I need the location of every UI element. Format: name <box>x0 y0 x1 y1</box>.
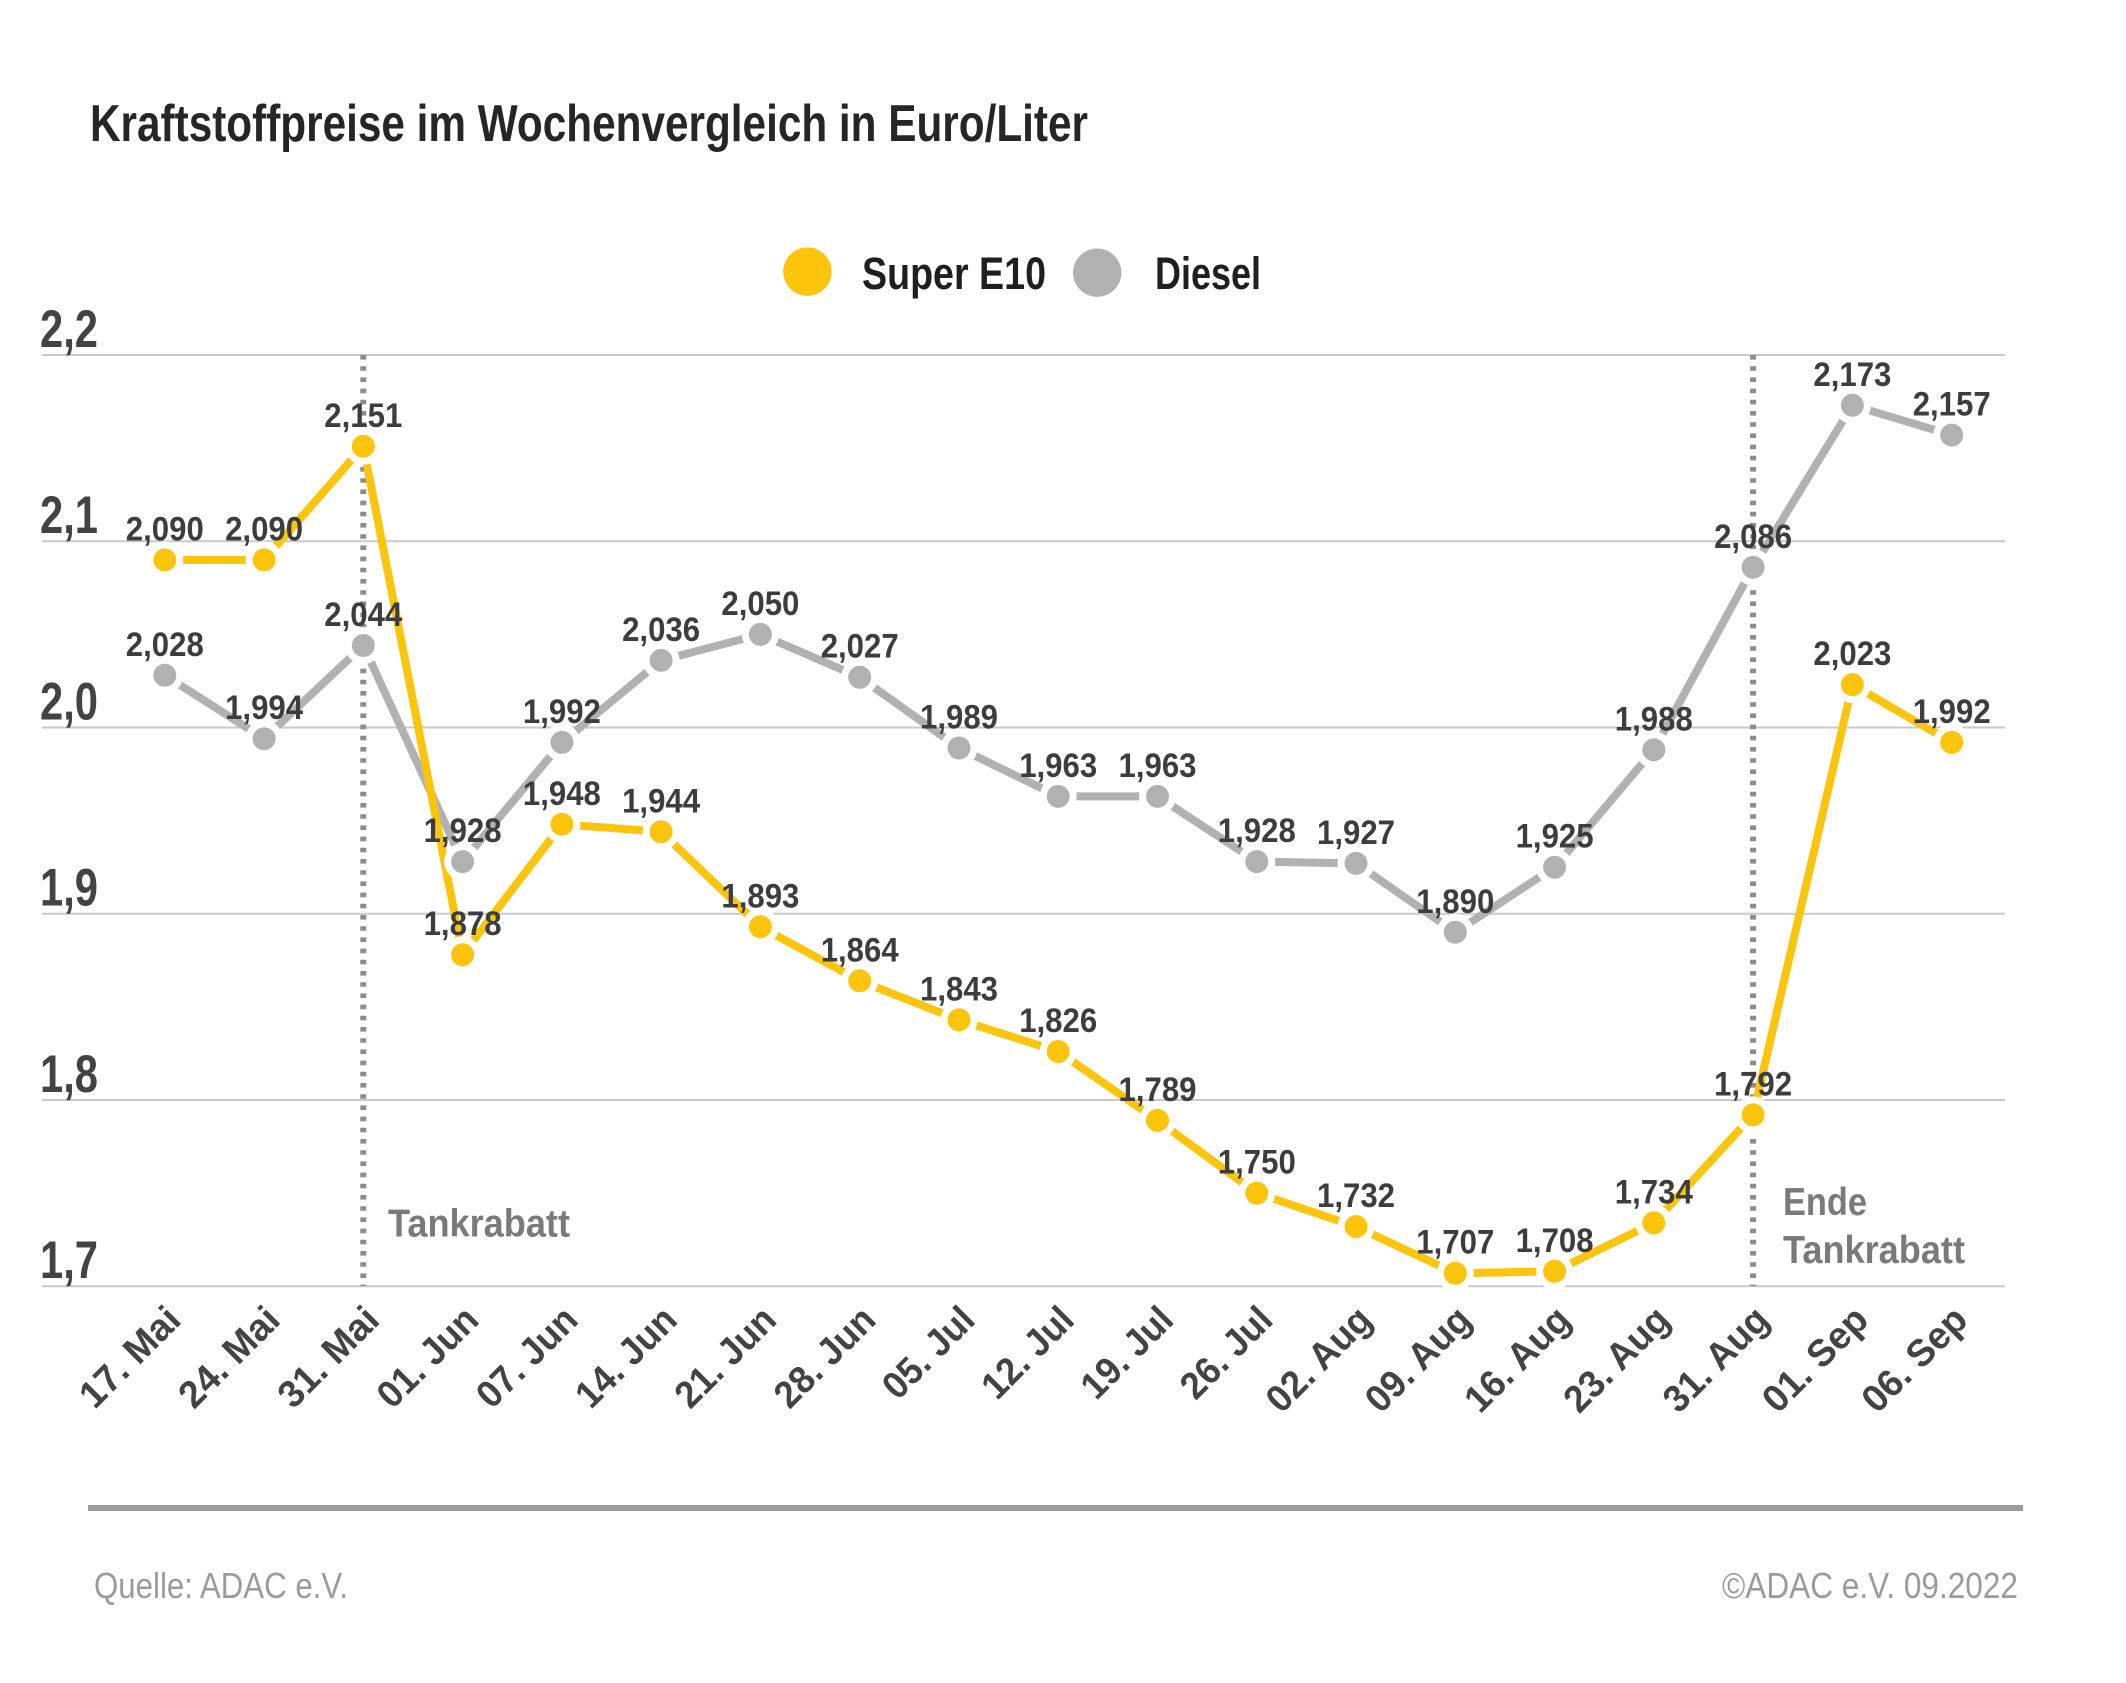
svg-text:1,732: 1,732 <box>1317 1177 1395 1215</box>
svg-text:Tankrabatt: Tankrabatt <box>1783 1229 1965 1272</box>
svg-text:1,963: 1,963 <box>1019 747 1097 785</box>
svg-text:1,9: 1,9 <box>40 859 98 918</box>
svg-text:2,157: 2,157 <box>1913 386 1991 424</box>
svg-text:Diesel: Diesel <box>1155 248 1261 299</box>
svg-text:1,7: 1,7 <box>40 1231 98 1290</box>
svg-text:Quelle: ADAC e.V.: Quelle: ADAC e.V. <box>94 1565 348 1606</box>
svg-text:2,086: 2,086 <box>1714 518 1792 556</box>
svg-text:Tankrabatt: Tankrabatt <box>388 1203 570 1246</box>
svg-text:1,963: 1,963 <box>1119 747 1197 785</box>
svg-text:2,151: 2,151 <box>324 397 402 435</box>
svg-text:1,989: 1,989 <box>920 699 998 737</box>
svg-text:Super E10: Super E10 <box>862 248 1046 299</box>
svg-text:2,090: 2,090 <box>225 510 303 548</box>
svg-text:2,044: 2,044 <box>324 596 402 634</box>
svg-text:2,023: 2,023 <box>1813 635 1891 673</box>
svg-text:1,928: 1,928 <box>424 812 502 850</box>
svg-text:1,707: 1,707 <box>1416 1224 1494 1262</box>
svg-text:2,0: 2,0 <box>40 673 98 732</box>
svg-text:Ende: Ende <box>1783 1181 1867 1224</box>
svg-text:1,890: 1,890 <box>1416 883 1494 921</box>
svg-text:1,944: 1,944 <box>622 782 700 820</box>
svg-text:1,8: 1,8 <box>40 1045 98 1104</box>
svg-text:1,843: 1,843 <box>920 970 998 1008</box>
svg-text:1,826: 1,826 <box>1019 1002 1097 1040</box>
svg-text:1,792: 1,792 <box>1714 1065 1792 1103</box>
svg-text:1,992: 1,992 <box>523 693 601 731</box>
svg-text:2,027: 2,027 <box>821 628 899 666</box>
svg-text:1,708: 1,708 <box>1516 1222 1594 1260</box>
svg-text:1,864: 1,864 <box>821 931 899 969</box>
svg-text:1,750: 1,750 <box>1218 1144 1296 1182</box>
svg-text:2,050: 2,050 <box>721 585 799 623</box>
svg-text:1,789: 1,789 <box>1119 1071 1197 1109</box>
svg-text:1,927: 1,927 <box>1317 814 1395 852</box>
svg-text:1,992: 1,992 <box>1913 693 1991 731</box>
svg-text:2,2: 2,2 <box>40 300 98 359</box>
svg-text:2,090: 2,090 <box>126 510 204 548</box>
svg-text:2,1: 2,1 <box>40 486 98 545</box>
svg-text:1,988: 1,988 <box>1615 700 1693 738</box>
svg-text:1,878: 1,878 <box>424 905 502 943</box>
svg-text:2,036: 2,036 <box>622 611 700 649</box>
svg-text:1,994: 1,994 <box>225 689 303 727</box>
svg-text:©ADAC e.V. 09.2022: ©ADAC e.V. 09.2022 <box>1722 1565 2018 1606</box>
svg-text:2,028: 2,028 <box>126 626 204 664</box>
svg-text:1,928: 1,928 <box>1218 812 1296 850</box>
svg-text:1,893: 1,893 <box>721 877 799 915</box>
svg-text:1,734: 1,734 <box>1615 1173 1693 1211</box>
svg-text:Kraftstoffpreise im Wochenverg: Kraftstoffpreise im Wochenvergleich in E… <box>90 95 1088 153</box>
svg-text:2,173: 2,173 <box>1813 356 1891 394</box>
svg-text:1,925: 1,925 <box>1516 818 1594 856</box>
svg-text:1,948: 1,948 <box>523 775 601 813</box>
